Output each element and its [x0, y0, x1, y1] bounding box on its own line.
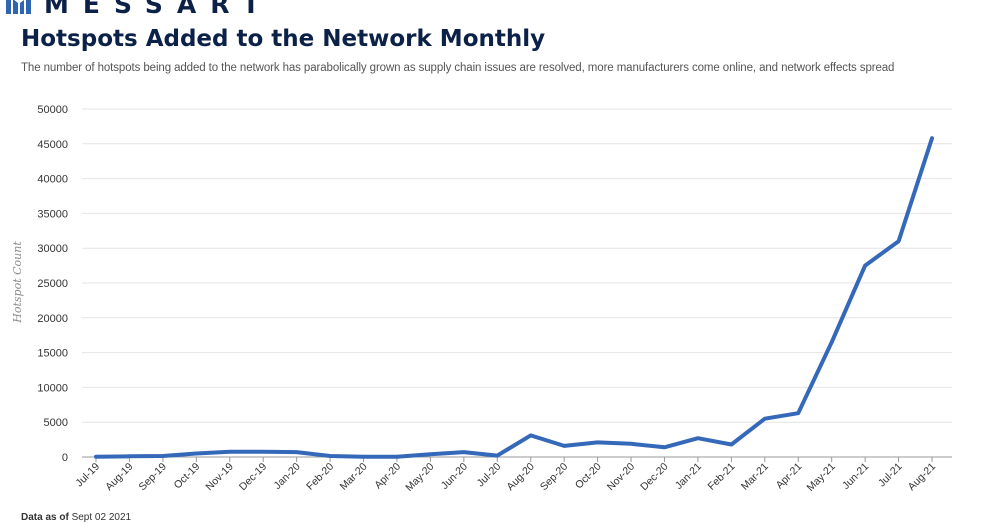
x-tick-label: Nov-19: [203, 461, 236, 494]
x-tick-label: Oct-20: [573, 461, 604, 492]
x-tick-label: Aug-19: [103, 461, 136, 494]
chart-title: Hotspots Added to the Network Monthly: [21, 26, 546, 52]
y-tick-label: 50000: [37, 104, 68, 116]
chart-series: [94, 136, 934, 459]
x-tick-label: Feb-21: [705, 461, 737, 493]
x-tick-label: Oct-19: [172, 461, 203, 492]
x-tick-label: Mar-20: [338, 461, 370, 493]
y-tick-label: 40000: [37, 174, 68, 186]
x-tick-label: Jun-21: [840, 461, 871, 492]
messari-logo-mark-icon: [6, 0, 31, 14]
x-tick-label: Sep-19: [137, 461, 170, 494]
chart-subtitle: The number of hotspots being added to th…: [21, 62, 895, 74]
x-tick-label: May-21: [805, 461, 838, 494]
y-tick-label: 25000: [37, 278, 68, 290]
x-tick-label: Jul-20: [475, 461, 504, 490]
brand-name: MESSART: [44, 0, 274, 19]
y-tick-label: 5000: [44, 417, 68, 429]
x-tick-label: Dec-20: [638, 461, 671, 494]
line-chart: 0 5000 10000 15000 20000 25000 30000 35000 40000…: [11, 104, 952, 494]
x-tick-label: Jan-20: [272, 461, 303, 492]
y-axis-label: Hotspot Count: [11, 241, 24, 324]
y-axis: 0 5000 10000 15000 20000 25000 30000 35000 40000…: [37, 104, 68, 464]
y-tick-label: 45000: [37, 139, 68, 151]
x-tick-label: Jul-21: [876, 461, 905, 490]
x-tick-label: Jul-19: [73, 461, 102, 490]
data-date-label: Data as of: [21, 512, 69, 523]
x-tick-label: Mar-21: [739, 461, 771, 493]
x-tick-label: Jan-21: [673, 461, 704, 492]
chart-gridlines: [82, 108, 952, 423]
x-tick-label: Jun-20: [439, 461, 470, 492]
x-tick-label: Apr-20: [372, 461, 403, 492]
x-tick-label: Sep-20: [538, 461, 571, 494]
y-tick-label: 35000: [37, 208, 68, 220]
x-tick-label: Aug-21: [906, 461, 939, 494]
data-date-value: Sept 02 2021: [71, 512, 132, 523]
y-tick-label: 20000: [37, 313, 68, 325]
x-tick-label: Nov-20: [605, 461, 638, 494]
data-date-note: Data as of Sept 02 2021: [21, 512, 131, 523]
x-tick-label: Dec-19: [237, 461, 270, 494]
x-tick-label: Aug-20: [504, 461, 537, 494]
y-tick-label: 15000: [37, 348, 68, 360]
x-tick-label: Feb-20: [304, 461, 336, 493]
x-axis: Jul-19 Aug-19 Sep-19 Oct-19 Nov-19 Dec-19 Jan-…: [73, 456, 952, 494]
messari-logo: MESSART: [6, 0, 274, 19]
x-tick-label: Apr-21: [774, 461, 805, 492]
series-line: [94, 136, 934, 459]
x-tick-label: May-20: [403, 461, 436, 494]
y-tick-label: 30000: [37, 243, 68, 255]
y-tick-label: 10000: [37, 382, 68, 394]
y-tick-label: 0: [62, 452, 68, 464]
